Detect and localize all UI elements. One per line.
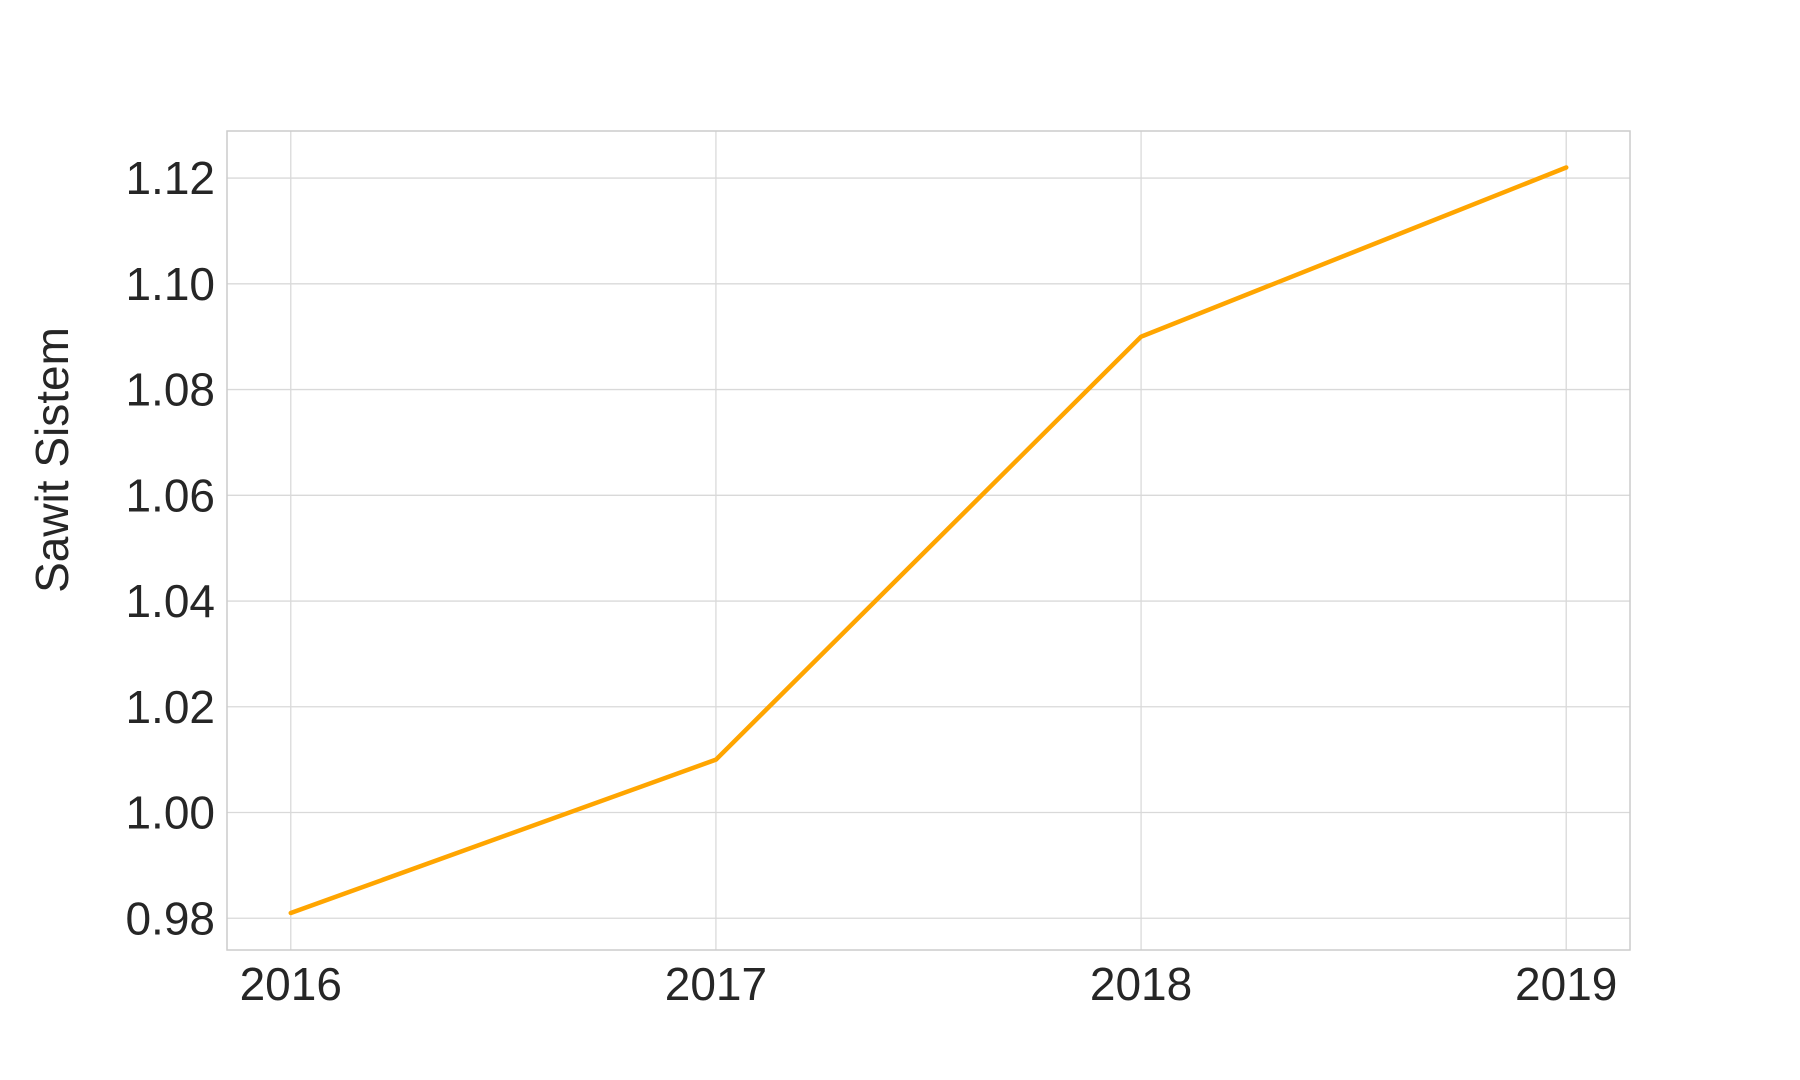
x-axis-ticks: 2016 2017 2018 2019 — [240, 958, 1618, 1010]
y-tick-label: 1.02 — [125, 681, 215, 733]
x-tick-label: 2018 — [1090, 958, 1192, 1010]
x-tick-label: 2017 — [665, 958, 767, 1010]
y-tick-label: 1.06 — [125, 469, 215, 521]
y-tick-label: 1.04 — [125, 575, 215, 627]
y-tick-label: 1.00 — [125, 787, 215, 839]
series-layer — [288, 165, 1569, 916]
y-tick-label: 1.08 — [125, 364, 215, 416]
y-tick-label: 1.12 — [125, 152, 215, 204]
y-axis-label: Sawit Sistem — [26, 327, 78, 593]
x-tick-label: 2016 — [240, 958, 342, 1010]
x-tick-label: 2019 — [1515, 958, 1617, 1010]
y-tick-label: 0.98 — [125, 892, 215, 944]
grid — [227, 131, 1630, 950]
plot-frame — [226, 130, 1631, 951]
series-line — [288, 165, 1569, 916]
y-axis-ticks: 0.98 1.00 1.02 1.04 1.06 1.08 1.10 1.12 — [125, 152, 215, 944]
y-tick-label: 1.10 — [125, 258, 215, 310]
